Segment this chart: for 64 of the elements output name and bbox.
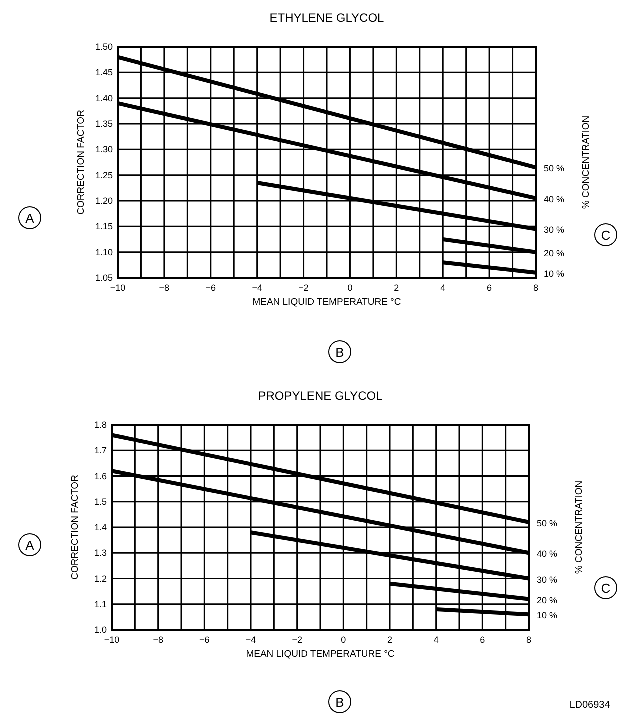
chart-title: PROPYLENE GLYCOL bbox=[258, 389, 384, 403]
series-label: 40 % bbox=[544, 194, 565, 204]
x-tick-label: 6 bbox=[480, 635, 486, 645]
y-tick-label: 1.35 bbox=[95, 119, 113, 129]
x-tick-label: 2 bbox=[387, 635, 393, 645]
x-tick-label: 4 bbox=[434, 635, 439, 645]
series-label: 50 % bbox=[537, 518, 558, 528]
text: C bbox=[601, 228, 611, 243]
y-tick-label: 1.40 bbox=[95, 93, 113, 104]
chart-title: ETHYLENE GLYCOL bbox=[270, 11, 385, 25]
y-tick-label: 1.25 bbox=[95, 170, 113, 180]
y-tick-label: 1.4 bbox=[94, 522, 107, 532]
y-tick-label: 1.05 bbox=[95, 273, 113, 283]
y-tick-label: 1.8 bbox=[94, 420, 107, 430]
y-tick-label: 1.2 bbox=[94, 574, 107, 584]
y-tick-label: 1.45 bbox=[95, 68, 113, 78]
y-tick-label: 1.7 bbox=[94, 446, 107, 456]
x-tick-label: −6 bbox=[206, 283, 216, 293]
text: C bbox=[601, 581, 611, 596]
text: A bbox=[26, 538, 35, 553]
text: A bbox=[26, 211, 35, 226]
text: B bbox=[336, 345, 344, 360]
x-tick-label: 8 bbox=[533, 283, 539, 293]
series-label: 30 % bbox=[544, 225, 565, 236]
text: B bbox=[336, 695, 344, 710]
x-tick-label: −6 bbox=[200, 635, 210, 645]
x-tick-label: 6 bbox=[487, 283, 492, 293]
y-tick-label: 1.0 bbox=[94, 625, 107, 635]
series-label: 40 % bbox=[537, 549, 558, 560]
series-label: 10 % bbox=[537, 610, 558, 621]
text: LD06934 bbox=[570, 700, 611, 711]
x-tick-label: 0 bbox=[348, 283, 353, 293]
x-tick-label: −8 bbox=[153, 635, 164, 645]
series-label: 10 % bbox=[544, 268, 565, 279]
series-label: 20 % bbox=[537, 595, 558, 606]
y-tick-label: 1.20 bbox=[95, 196, 113, 206]
y-tick-label: 1.6 bbox=[94, 471, 107, 482]
y-axis-title: CORRECTION FACTOR bbox=[76, 110, 87, 215]
series-label: 50 % bbox=[544, 164, 565, 174]
x-axis-title: MEAN LIQUID TEMPERATURE °C bbox=[252, 297, 402, 308]
x-tick-label: 8 bbox=[526, 635, 532, 645]
y-axis-title: CORRECTION FACTOR bbox=[70, 474, 81, 580]
series-label: 20 % bbox=[544, 248, 565, 258]
legend-title: % CONCENTRATION bbox=[574, 480, 585, 574]
x-tick-label: −10 bbox=[104, 635, 120, 645]
y-tick-label: 1.5 bbox=[94, 496, 107, 507]
series-label: 30 % bbox=[537, 574, 558, 585]
legend-title: % CONCENTRATION bbox=[581, 116, 592, 210]
x-tick-label: 2 bbox=[394, 283, 400, 293]
x-tick-label: 0 bbox=[341, 635, 346, 645]
y-tick-label: 1.10 bbox=[95, 247, 113, 258]
x-tick-label: −4 bbox=[252, 283, 262, 293]
x-axis-title: MEAN LIQUID TEMPERATURE °C bbox=[246, 649, 395, 660]
x-tick-label: −8 bbox=[159, 283, 170, 293]
y-tick-label: 1.3 bbox=[94, 548, 107, 558]
x-tick-label: −2 bbox=[298, 283, 309, 293]
x-tick-label: −4 bbox=[246, 635, 256, 645]
y-tick-label: 1.1 bbox=[94, 599, 107, 610]
x-tick-label: 4 bbox=[440, 283, 446, 293]
y-tick-label: 1.50 bbox=[95, 42, 113, 52]
x-tick-label: −2 bbox=[292, 635, 302, 645]
x-tick-label: −10 bbox=[110, 283, 126, 293]
y-tick-label: 1.15 bbox=[95, 222, 113, 232]
y-tick-label: 1.30 bbox=[95, 144, 113, 155]
